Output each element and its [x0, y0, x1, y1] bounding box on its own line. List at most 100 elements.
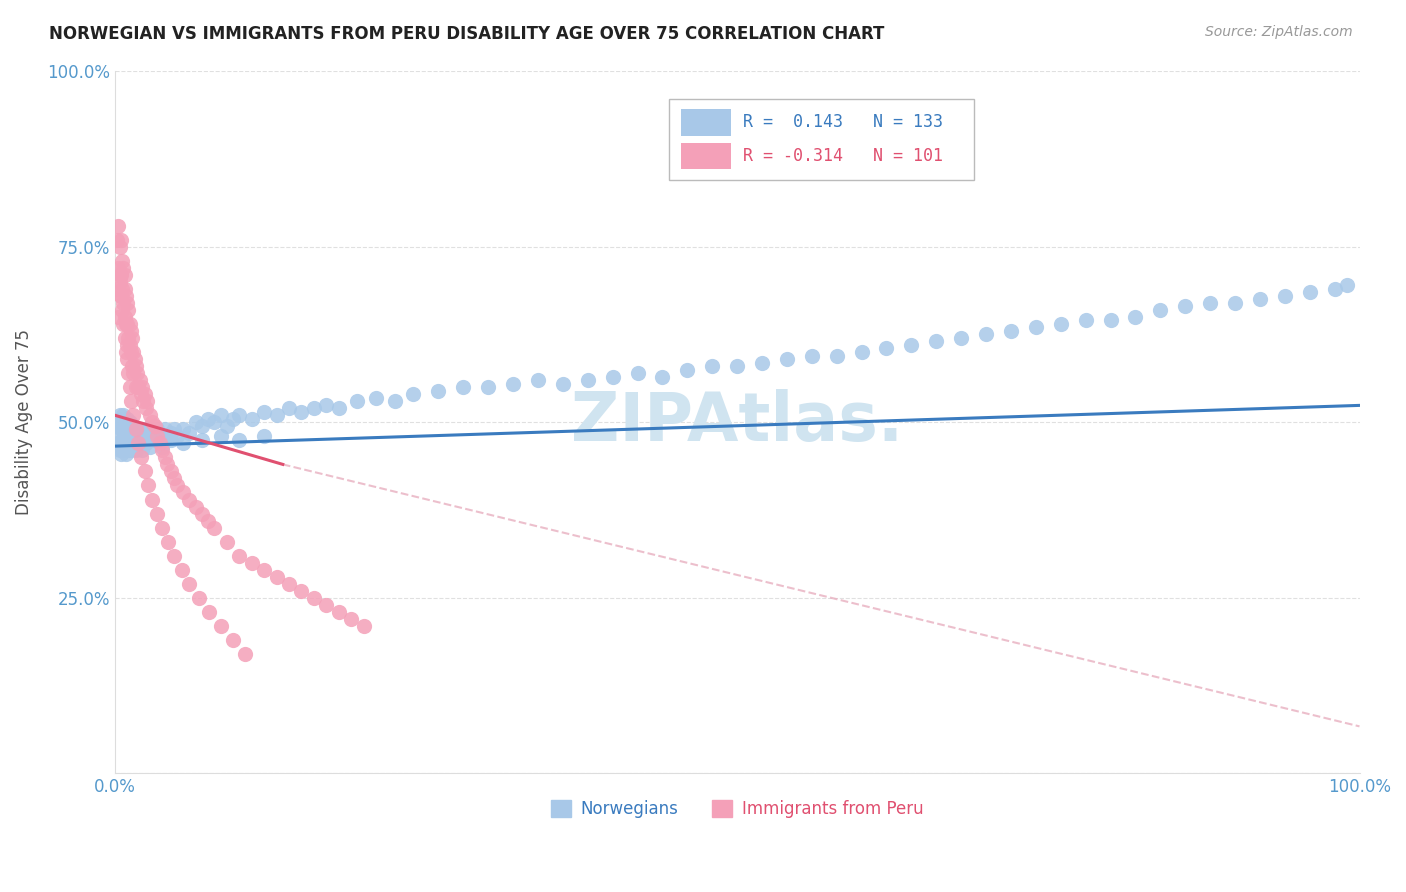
- Point: [209, 619, 232, 633]
- Point: [112, 317, 135, 331]
- Point: [315, 398, 337, 412]
- Point: [153, 422, 176, 436]
- Point: [111, 440, 134, 454]
- Point: [302, 401, 325, 416]
- Legend: Norwegians, Immigrants from Peru: Norwegians, Immigrants from Peru: [544, 793, 931, 825]
- Point: [108, 240, 131, 254]
- Point: [197, 411, 219, 425]
- Point: [453, 380, 475, 394]
- Point: [278, 401, 301, 416]
- Text: Source: ZipAtlas.com: Source: ZipAtlas.com: [1205, 25, 1353, 39]
- Point: [115, 296, 138, 310]
- Point: [110, 447, 132, 461]
- Point: [150, 433, 173, 447]
- Point: [179, 492, 201, 507]
- Point: [825, 349, 848, 363]
- Point: [122, 366, 145, 380]
- Point: [128, 436, 150, 450]
- Point: [502, 376, 524, 391]
- Point: [346, 394, 368, 409]
- Point: [776, 352, 799, 367]
- Point: [117, 302, 139, 317]
- Point: [115, 418, 138, 433]
- Point: [156, 429, 179, 443]
- Point: [131, 443, 153, 458]
- Point: [1274, 289, 1296, 303]
- Point: [163, 549, 186, 563]
- Point: [112, 443, 135, 458]
- Point: [108, 275, 131, 289]
- Point: [198, 605, 221, 619]
- Point: [111, 302, 134, 317]
- Point: [124, 429, 146, 443]
- Point: [138, 478, 160, 492]
- Point: [107, 219, 129, 233]
- Point: [1000, 324, 1022, 338]
- Point: [235, 647, 257, 661]
- Point: [143, 418, 166, 433]
- Point: [851, 345, 873, 359]
- Point: [135, 422, 157, 436]
- Point: [129, 422, 152, 436]
- Point: [253, 429, 276, 443]
- Point: [138, 433, 160, 447]
- Point: [184, 415, 207, 429]
- Point: [114, 268, 136, 282]
- Point: [135, 436, 157, 450]
- Point: [127, 380, 149, 394]
- Point: [240, 411, 263, 425]
- Point: [134, 387, 156, 401]
- Point: [702, 359, 724, 373]
- Point: [124, 352, 146, 367]
- Point: [172, 422, 194, 436]
- Point: [146, 429, 169, 443]
- Point: [148, 429, 170, 443]
- Point: [143, 433, 166, 447]
- Point: [114, 282, 136, 296]
- Point: [143, 429, 166, 443]
- Bar: [681, 143, 731, 169]
- Point: [125, 380, 148, 394]
- Point: [105, 429, 128, 443]
- Point: [163, 422, 186, 436]
- Point: [551, 376, 574, 391]
- Point: [108, 418, 131, 433]
- Point: [153, 450, 176, 465]
- Point: [184, 500, 207, 514]
- Point: [138, 440, 160, 454]
- FancyBboxPatch shape: [669, 99, 973, 180]
- Point: [138, 408, 160, 422]
- Point: [1299, 285, 1322, 300]
- Point: [1249, 293, 1271, 307]
- Point: [120, 394, 142, 409]
- Point: [150, 520, 173, 534]
- Point: [107, 260, 129, 275]
- Point: [120, 436, 142, 450]
- Point: [120, 422, 142, 436]
- Point: [108, 408, 131, 422]
- Point: [527, 373, 550, 387]
- Point: [179, 425, 201, 440]
- Point: [290, 583, 312, 598]
- Point: [115, 440, 138, 454]
- Point: [141, 415, 163, 429]
- Point: [163, 471, 186, 485]
- Point: [651, 369, 673, 384]
- Point: [129, 387, 152, 401]
- Point: [108, 268, 131, 282]
- Point: [188, 591, 211, 605]
- Point: [366, 391, 388, 405]
- Point: [402, 387, 425, 401]
- Bar: [681, 109, 731, 136]
- Point: [159, 433, 181, 447]
- Point: [626, 366, 648, 380]
- Point: [114, 429, 136, 443]
- Text: R = -0.314   N = 101: R = -0.314 N = 101: [744, 147, 943, 165]
- Point: [115, 433, 138, 447]
- Text: NORWEGIAN VS IMMIGRANTS FROM PERU DISABILITY AGE OVER 75 CORRELATION CHART: NORWEGIAN VS IMMIGRANTS FROM PERU DISABI…: [49, 25, 884, 43]
- Point: [118, 338, 141, 352]
- Point: [159, 464, 181, 478]
- Point: [950, 331, 973, 345]
- Point: [112, 422, 135, 436]
- Point: [253, 563, 276, 577]
